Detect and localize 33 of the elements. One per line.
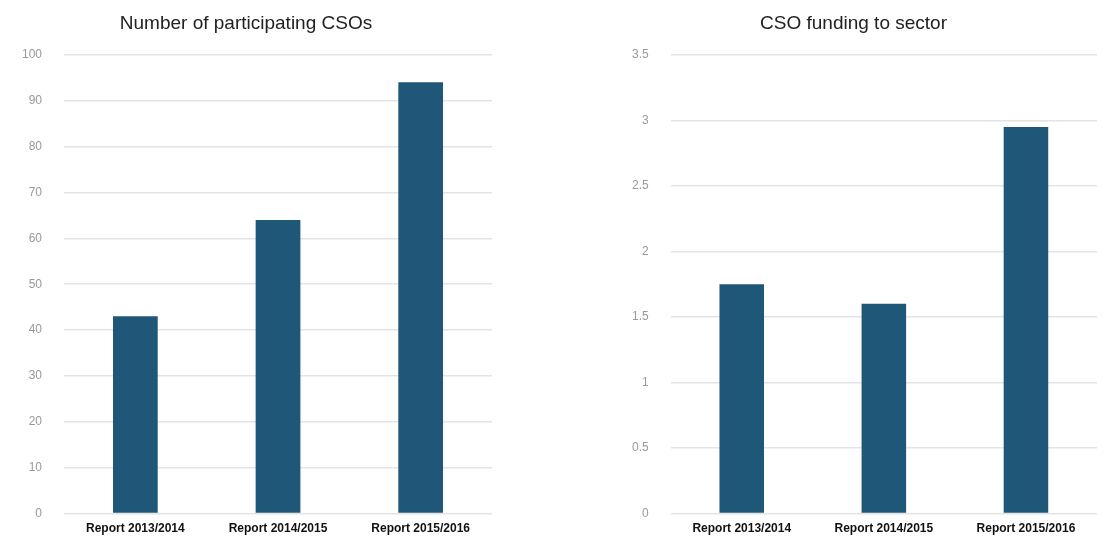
y-tick-label: 0	[35, 505, 43, 520]
y-tick-label: 70	[28, 184, 43, 199]
chart-title: CSO funding to sector	[760, 11, 948, 33]
y-tick-label: 2	[641, 243, 649, 258]
x-tick-label: Report 2013/2014	[692, 521, 792, 536]
y-tick-label: 100	[21, 47, 43, 62]
y-tick-label: 1.5	[631, 309, 649, 324]
y-tick-label: 2.5	[631, 178, 649, 193]
bar	[398, 82, 444, 513]
bar	[861, 303, 907, 513]
y-tick-label: 3.5	[631, 47, 649, 62]
y-tick-label: 0.5	[631, 440, 649, 455]
y-tick-label: 50	[28, 276, 43, 291]
y-tick-label: 3	[641, 112, 649, 127]
y-tick-label: 1	[641, 374, 649, 389]
bar	[719, 284, 765, 513]
chart-title: Number of participating CSOs	[119, 11, 373, 33]
bar	[1003, 126, 1049, 513]
x-tick-label: Report 2015/2016	[371, 521, 471, 536]
x-tick-label: Report 2014/2015	[834, 521, 934, 536]
x-tick-label: Report 2014/2015	[228, 521, 328, 536]
bar	[112, 316, 158, 513]
y-tick-label: 80	[28, 138, 43, 153]
y-tick-label: 20	[28, 414, 43, 429]
x-tick-label: Report 2013/2014	[85, 521, 186, 536]
y-tick-label: 40	[28, 322, 43, 337]
x-tick-label: Report 2015/2016	[976, 521, 1076, 536]
y-tick-label: 90	[28, 92, 43, 107]
y-tick-label: 10	[28, 460, 43, 475]
y-tick-label: 30	[28, 368, 43, 383]
bar	[255, 219, 301, 513]
y-tick-label: 0	[641, 505, 649, 520]
y-tick-label: 60	[28, 230, 43, 245]
